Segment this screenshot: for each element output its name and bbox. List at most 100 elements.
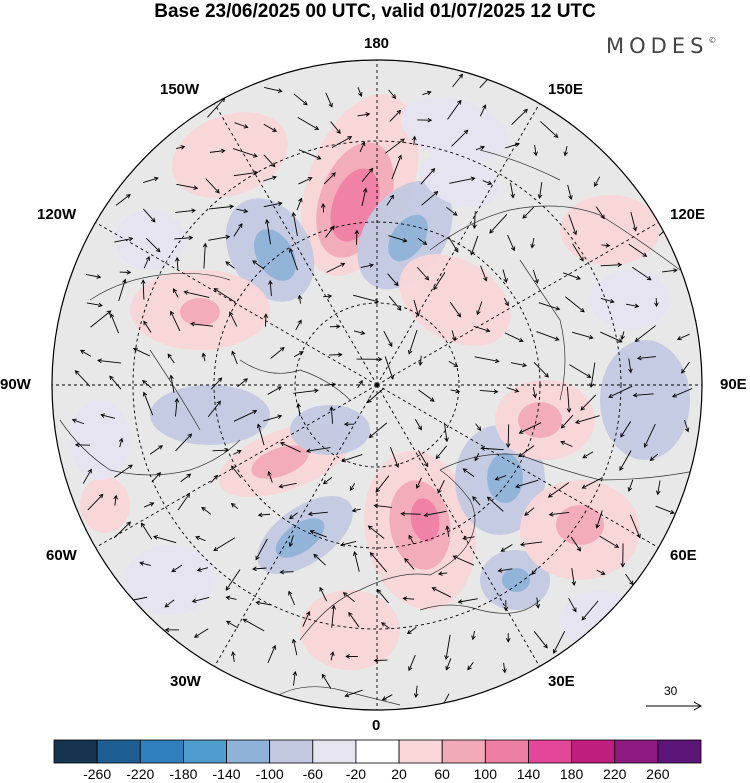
wind-arrow xyxy=(151,472,162,483)
wind-arrow xyxy=(560,440,573,447)
wind-arrow xyxy=(149,445,163,455)
wind-arrow xyxy=(540,121,559,138)
wind-arrow xyxy=(142,380,152,389)
wind-arrow xyxy=(388,295,402,311)
wind-arrow xyxy=(408,534,414,545)
wind-arrow xyxy=(476,301,483,316)
wind-arrow xyxy=(366,387,385,403)
lon-label-60w: 60W xyxy=(46,547,77,564)
wind-arrow xyxy=(86,302,103,308)
wind-arrow xyxy=(601,243,611,248)
wind-arrow xyxy=(510,182,515,199)
lon-label-60e: 60E xyxy=(670,547,697,564)
wind-arrow xyxy=(632,392,654,398)
colorbar-swatch xyxy=(139,739,184,764)
wind-arrow xyxy=(407,329,418,355)
wind-arrow xyxy=(654,298,659,308)
wind-arrow xyxy=(279,569,294,575)
wind-arrow xyxy=(630,211,638,232)
colorbar-tick-label: -140 xyxy=(212,766,241,782)
anomaly-blob xyxy=(80,477,130,533)
wind-arrow xyxy=(449,176,476,184)
wind-arrow xyxy=(175,208,196,213)
wind-arrow xyxy=(348,611,360,628)
anomaly-blob xyxy=(590,270,670,330)
wind-arrow xyxy=(201,506,212,515)
colorbar-swatch xyxy=(355,739,400,764)
colorbar-tick-label: 220 xyxy=(603,766,627,782)
wind-arrow xyxy=(212,447,230,453)
wind-arrow xyxy=(114,464,133,478)
wind-arrow xyxy=(242,618,265,632)
meridian-line xyxy=(376,103,540,386)
anomaly-blob xyxy=(180,298,220,326)
wind-arrow xyxy=(193,628,209,638)
wind-arrow xyxy=(143,208,156,223)
wind-arrow xyxy=(414,419,422,431)
wind-arrow xyxy=(263,154,276,168)
colorbar-swatch xyxy=(182,739,227,764)
anomaly-blob xyxy=(300,590,400,670)
wind-arrow xyxy=(143,256,150,269)
anomaly-blob xyxy=(518,402,562,438)
colorbar-swatch xyxy=(226,739,271,764)
coastline xyxy=(239,359,351,401)
wind-arrow xyxy=(514,479,539,489)
wind-arrow xyxy=(412,135,417,146)
wind-arrow xyxy=(486,496,504,512)
colorbar-swatch xyxy=(571,739,616,764)
wind-arrow xyxy=(173,288,179,298)
colorbar-swatch xyxy=(269,739,314,764)
anomaly-blob xyxy=(487,453,523,503)
wind-arrow xyxy=(629,514,641,539)
wind-arrow xyxy=(435,445,447,460)
colorbar-swatch xyxy=(528,739,573,764)
anomaly-blob xyxy=(125,545,215,615)
wind-arrow xyxy=(500,544,513,552)
wind-arrow xyxy=(313,553,326,566)
wind-arrow xyxy=(451,330,457,342)
wind-arrow xyxy=(263,414,283,422)
wind-arrow xyxy=(413,299,420,317)
wind-arrow xyxy=(233,170,259,177)
wind-arrow xyxy=(146,238,161,253)
wind-arrow xyxy=(344,689,363,698)
wind-arrow xyxy=(143,320,152,333)
wind-arrow xyxy=(655,505,675,515)
wind-arrow xyxy=(328,352,343,357)
anomaly-blob xyxy=(290,405,370,455)
colorbar-swatch xyxy=(484,739,529,764)
colorbar-tick-label: -100 xyxy=(255,766,284,782)
wind-arrow xyxy=(176,183,199,190)
wind-arrow xyxy=(462,468,475,477)
wind-arrow xyxy=(329,324,341,329)
meridian-line xyxy=(376,384,659,548)
lon-label-90w: 90W xyxy=(0,376,31,393)
wind-arrow xyxy=(139,561,151,567)
wind-arrow xyxy=(113,494,118,506)
wind-arrow xyxy=(444,634,451,661)
wind-arrow xyxy=(353,330,366,335)
latitude-circle xyxy=(294,302,460,468)
wind-arrow xyxy=(233,223,243,237)
coastline xyxy=(429,205,681,271)
wind-arrow xyxy=(208,234,231,241)
wind-arrow xyxy=(252,566,267,572)
wind-arrow xyxy=(202,242,208,269)
wind-arrow xyxy=(201,352,207,362)
meridian-line xyxy=(95,384,378,548)
meridian-line xyxy=(376,384,540,667)
colorbar-tick-label: 100 xyxy=(473,766,498,782)
wind-arrow xyxy=(175,433,193,452)
wind-arrow xyxy=(452,73,464,88)
wind-arrow xyxy=(252,260,265,270)
wind-arrow xyxy=(176,145,186,150)
coastline xyxy=(59,419,241,476)
wind-arrow xyxy=(288,590,296,606)
wind-arrow xyxy=(547,482,570,498)
wind-arrow xyxy=(417,237,428,246)
wind-arrow xyxy=(581,600,599,621)
wind-arrow xyxy=(480,265,488,282)
wind-arrow xyxy=(319,586,328,602)
